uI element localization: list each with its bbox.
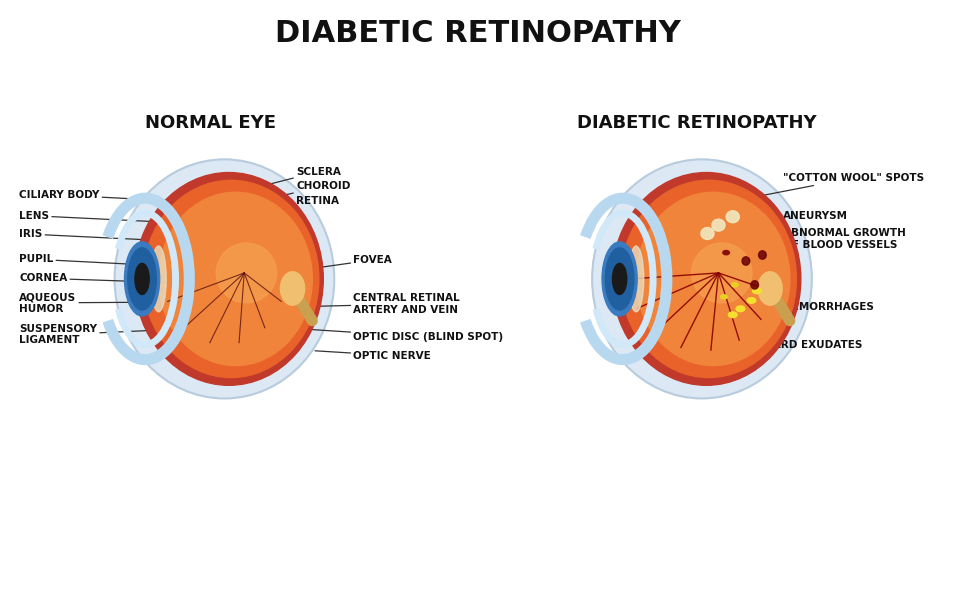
- Circle shape: [752, 288, 760, 294]
- Text: OPTIC DISC (BLIND SPOT): OPTIC DISC (BLIND SPOT): [308, 329, 503, 342]
- Text: DIABETIC RETINOPATHY: DIABETIC RETINOPATHY: [275, 19, 679, 48]
- Circle shape: [722, 251, 728, 255]
- Text: SCLERA: SCLERA: [249, 167, 340, 189]
- Text: PUPIL: PUPIL: [19, 254, 153, 265]
- Ellipse shape: [751, 281, 758, 289]
- Ellipse shape: [124, 242, 160, 316]
- Text: SUSPENSORY
LIGAMENT: SUSPENSORY LIGAMENT: [19, 324, 162, 346]
- Ellipse shape: [628, 246, 643, 312]
- Ellipse shape: [151, 246, 166, 312]
- Ellipse shape: [758, 251, 765, 259]
- Ellipse shape: [701, 227, 713, 240]
- Text: AQUEOUS
HUMOR: AQUEOUS HUMOR: [19, 292, 150, 314]
- Circle shape: [747, 297, 755, 303]
- Ellipse shape: [128, 248, 157, 310]
- Text: OPTIC NERVE: OPTIC NERVE: [315, 351, 431, 360]
- Text: CENTRAL RETINAL
ARTERY AND VEIN: CENTRAL RETINAL ARTERY AND VEIN: [310, 293, 459, 315]
- Text: "COTTON WOOL" SPOTS: "COTTON WOOL" SPOTS: [735, 173, 924, 200]
- Ellipse shape: [757, 272, 781, 305]
- Ellipse shape: [592, 159, 811, 398]
- Ellipse shape: [620, 180, 796, 378]
- Ellipse shape: [216, 243, 277, 303]
- Ellipse shape: [135, 264, 149, 294]
- Text: ANEURYSM: ANEURYSM: [740, 211, 848, 222]
- Text: FOVEA: FOVEA: [284, 255, 392, 272]
- Text: CORNEA: CORNEA: [19, 273, 150, 283]
- Text: HARD EXUDATES: HARD EXUDATES: [720, 334, 862, 349]
- Ellipse shape: [143, 180, 318, 378]
- Ellipse shape: [612, 264, 627, 294]
- Text: IRIS: IRIS: [19, 229, 155, 240]
- Ellipse shape: [691, 243, 752, 303]
- Ellipse shape: [604, 248, 633, 310]
- Text: RETINA: RETINA: [224, 196, 338, 222]
- Text: LENS: LENS: [19, 211, 158, 222]
- Ellipse shape: [726, 211, 739, 223]
- Text: CHOROID: CHOROID: [235, 181, 350, 206]
- Ellipse shape: [635, 192, 789, 365]
- Circle shape: [735, 306, 744, 311]
- Ellipse shape: [711, 219, 725, 231]
- Text: HEMORRHAGES: HEMORRHAGES: [729, 300, 874, 311]
- Ellipse shape: [602, 242, 636, 316]
- Text: DIABETIC RETINOPATHY: DIABETIC RETINOPATHY: [577, 113, 816, 132]
- Circle shape: [727, 312, 736, 318]
- Text: CILIARY BODY: CILIARY BODY: [19, 190, 172, 201]
- Ellipse shape: [611, 172, 800, 386]
- Ellipse shape: [281, 272, 305, 305]
- Ellipse shape: [741, 257, 749, 265]
- Circle shape: [720, 295, 727, 299]
- Ellipse shape: [159, 192, 312, 365]
- Ellipse shape: [135, 172, 323, 386]
- Ellipse shape: [114, 159, 333, 398]
- Text: ABNORMAL GROWTH
OF BLOOD VESSELS: ABNORMAL GROWTH OF BLOOD VESSELS: [740, 228, 905, 250]
- Circle shape: [731, 283, 737, 287]
- Text: NORMAL EYE: NORMAL EYE: [144, 113, 276, 132]
